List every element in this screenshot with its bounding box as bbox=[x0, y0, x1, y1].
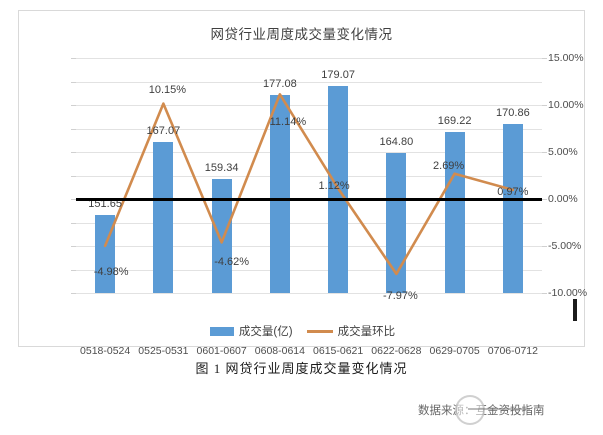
line-value-label: 1.12% bbox=[318, 180, 350, 193]
chart-title: 网贷行业周度成交量变化情况 bbox=[210, 27, 393, 42]
bar-value-label: 170.86 bbox=[496, 107, 530, 120]
gridline bbox=[76, 293, 542, 294]
line-value-label: 2.69% bbox=[433, 159, 465, 172]
bar bbox=[502, 124, 523, 293]
category-axis-label: 0518-0524 bbox=[80, 345, 131, 357]
left-axis-tick bbox=[71, 293, 76, 294]
category-axis-label: 0601-0607 bbox=[196, 345, 247, 357]
category-axis-label: 0622-0628 bbox=[371, 345, 422, 357]
left-axis-tick bbox=[71, 269, 76, 271]
gridline bbox=[76, 58, 542, 59]
right-axis-tick-label: 15.00% bbox=[548, 52, 584, 64]
line-value-label: -7.97% bbox=[382, 289, 418, 302]
right-axis-tick-label: -5.00% bbox=[548, 240, 582, 252]
category-axis-label: 0525-0531 bbox=[138, 345, 189, 357]
right-axis-tick-label: 10.00% bbox=[548, 99, 584, 111]
legend-item[interactable]: 成交量(亿) bbox=[209, 323, 293, 339]
bar bbox=[211, 178, 232, 293]
right-axis-tick bbox=[542, 58, 547, 59]
category-axis-label: 0608-0614 bbox=[254, 345, 305, 357]
gridline bbox=[76, 222, 542, 224]
bar-value-label: 169.22 bbox=[437, 115, 472, 128]
bar-value-label: 164.80 bbox=[379, 135, 414, 148]
plot-area: 135.00140.00145.00150.00155.00160.00165.… bbox=[71, 52, 587, 357]
left-axis-tick bbox=[71, 199, 76, 200]
zero-reference-line bbox=[76, 198, 542, 201]
bar-value-label: 159.34 bbox=[204, 161, 239, 174]
bar bbox=[153, 142, 174, 293]
gridline bbox=[76, 105, 542, 106]
chart-container: 网贷行业周度成交量变化情况 135.00140.00145.00150.0015… bbox=[18, 10, 587, 357]
left-axis-tick bbox=[71, 105, 76, 106]
right-axis-tick-label: 5.00% bbox=[548, 146, 578, 158]
bar bbox=[386, 152, 407, 293]
category-axis-label: 0706-0712 bbox=[487, 345, 538, 357]
bar bbox=[269, 95, 290, 293]
left-axis-tick bbox=[71, 58, 76, 59]
gridline bbox=[76, 175, 542, 177]
gridline bbox=[76, 269, 542, 271]
line-value-label: 10.15% bbox=[148, 83, 187, 96]
legend-item[interactable]: 成交量环比 bbox=[306, 323, 396, 339]
left-axis-tick bbox=[71, 246, 76, 247]
right-axis-tick bbox=[542, 199, 547, 200]
bar-value-label: 179.07 bbox=[321, 68, 355, 81]
gridline bbox=[76, 152, 542, 153]
chart-legend: 成交量(亿) 成交量环比 bbox=[19, 323, 586, 339]
line-value-label: 0.97% bbox=[497, 185, 529, 198]
line-value-label: -4.98% bbox=[93, 265, 129, 278]
bar-value-label: 151.65 bbox=[88, 197, 122, 210]
left-axis-tick bbox=[71, 152, 76, 153]
line-value-label: -4.62% bbox=[214, 256, 250, 269]
gridline bbox=[76, 128, 542, 130]
legend-line-swatch-icon bbox=[306, 329, 333, 333]
category-axis-label: 0629-0705 bbox=[429, 345, 480, 357]
right-axis-tick bbox=[542, 105, 547, 106]
bar-value-label: 167.07 bbox=[146, 125, 181, 138]
line-series bbox=[103, 92, 515, 276]
right-axis-tick bbox=[542, 246, 547, 247]
figure-caption: 图 1 网贷行业周度成交量变化情况 bbox=[195, 361, 408, 376]
left-axis-tick bbox=[71, 128, 76, 130]
left-axis-tick bbox=[71, 81, 76, 83]
right-axis-tick bbox=[542, 152, 547, 153]
bar bbox=[444, 132, 465, 293]
category-axis-label: 0615-0621 bbox=[313, 345, 364, 357]
left-axis-tick bbox=[71, 222, 76, 224]
watermark-circle-icon bbox=[455, 395, 485, 425]
watermark-strike-decoration bbox=[468, 408, 530, 410]
legend-item-label: 成交量环比 bbox=[337, 326, 396, 338]
gridline bbox=[76, 81, 542, 83]
legend-bar-swatch-icon bbox=[209, 326, 234, 336]
right-axis-tick-label: 0.00% bbox=[548, 193, 578, 205]
legend-item-label: 成交量(亿) bbox=[238, 326, 293, 338]
trend-line bbox=[103, 92, 515, 276]
gridline bbox=[76, 246, 542, 247]
right-axis-tick-label: -10.00% bbox=[548, 287, 588, 299]
left-axis-tick bbox=[71, 175, 76, 177]
right-axis-tick bbox=[542, 293, 547, 294]
page-edge-mark bbox=[573, 299, 577, 321]
bar-value-label: 177.08 bbox=[263, 78, 297, 91]
line-value-label: 11.14% bbox=[269, 116, 307, 129]
